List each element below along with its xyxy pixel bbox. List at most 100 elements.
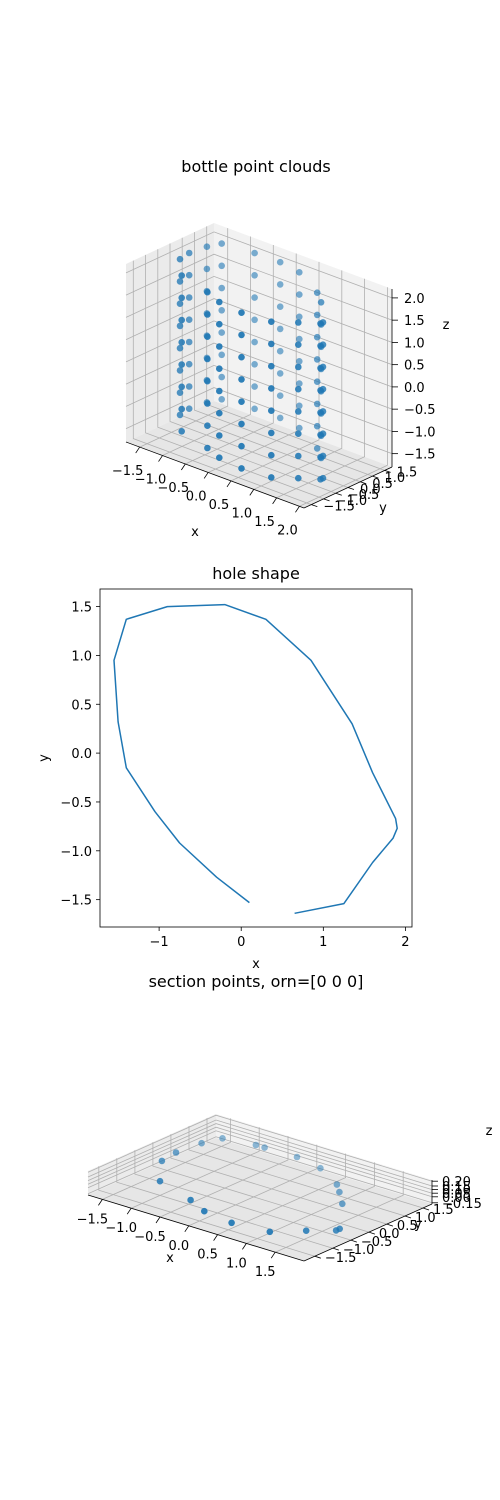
chart1-point — [317, 409, 324, 416]
chart2-x-tick-label: 1 — [319, 935, 327, 950]
chart3-zlabel: z — [486, 1124, 493, 1139]
chart2-x-tick-label: −1 — [150, 935, 169, 950]
chart1-point — [313, 378, 321, 386]
chart3-y-tick-label: −1.5 — [325, 1251, 357, 1266]
chart1-point — [251, 272, 258, 279]
chart1-point — [296, 380, 303, 387]
chart1-point — [178, 339, 185, 346]
chart3-z-tick-label: 0.00 — [442, 1191, 471, 1206]
chart1-point — [218, 396, 225, 403]
chart1-ylabel: y — [379, 501, 387, 516]
chart1-x-tick-label: 1.5 — [254, 515, 275, 530]
chart3-y-tick — [350, 1239, 357, 1243]
chart1-point — [251, 338, 258, 346]
chart3-x-tick-label: 1.0 — [226, 1256, 247, 1271]
chart1-point — [317, 299, 325, 306]
chart1-point — [178, 361, 185, 368]
chart3-point — [228, 1219, 235, 1227]
chart2-title: hole shape — [212, 564, 300, 583]
chart1-point — [317, 387, 324, 394]
chart3-y-gridline — [188, 1126, 406, 1217]
chart1-point — [251, 383, 258, 390]
chart1-point — [317, 320, 324, 327]
chart1-point — [204, 333, 211, 341]
chart1-point — [268, 340, 275, 348]
chart1-x-tick — [295, 506, 300, 513]
chart1-point — [268, 407, 275, 415]
chart3-x-gridline — [188, 1144, 318, 1227]
chart3-x-gridline — [246, 1162, 375, 1244]
chart1-y-tick — [311, 504, 318, 507]
chart3-z-tick-label: 0.20 — [442, 1175, 471, 1190]
chart1-point — [296, 402, 303, 410]
chart1-point — [216, 409, 223, 417]
chart1-point — [313, 445, 321, 452]
chart3-x-tick-label: −0.5 — [134, 1230, 166, 1245]
chart1-point — [216, 320, 223, 328]
chart3-x-tick-label: 1.5 — [255, 1265, 276, 1280]
chart1-x-tick-label: −1.5 — [112, 464, 144, 479]
chart-section-points: section points, orn=[0 0 0] −1.5−1.0−0.5… — [77, 972, 493, 1280]
chart1-point — [203, 265, 211, 273]
chart1-point — [295, 319, 302, 326]
chart3-point — [302, 1227, 310, 1234]
chart3-point — [187, 1196, 194, 1204]
chart1-z-tick-label: 2.0 — [404, 292, 425, 307]
chart3-x-gridline — [102, 1118, 231, 1200]
chart1-z-tick-label: 1.5 — [404, 314, 425, 329]
chart3-y-tick-label: 1.0 — [415, 1211, 436, 1226]
chart1-y-tick — [335, 492, 342, 496]
chart1-point — [238, 442, 245, 450]
chart1-point — [178, 405, 185, 413]
chart3-z-gridline — [87, 1123, 433, 1190]
chart3-z-tick-label: −0.15 — [442, 1197, 482, 1212]
chart3-z-gridline — [87, 1130, 433, 1198]
chart3-y-axis-line — [303, 1203, 433, 1262]
chart1-y-tick — [360, 481, 367, 485]
chart1-point — [176, 367, 184, 374]
chart1-x-tick — [181, 463, 186, 471]
chart1-point — [185, 383, 193, 390]
chart1-z-tick-label: 1.0 — [404, 336, 425, 351]
chart-bottle-point-clouds: bottle point clouds −1.5−1.0−0.50.00.51.… — [112, 157, 450, 540]
chart1-point — [178, 294, 185, 302]
chart1-z-gridline — [125, 231, 393, 299]
chart1-xlabel: x — [191, 525, 199, 540]
chart3-z-gridline — [87, 1119, 433, 1187]
chart1-point — [276, 392, 284, 400]
chart3-y-gridline — [206, 1118, 424, 1209]
chart3-x-gridline — [131, 1127, 260, 1209]
chart1-point — [276, 258, 284, 266]
chart3-z-gridline — [87, 1126, 433, 1194]
chart2-y-tick-label: 0.5 — [71, 698, 92, 713]
chart3-x-gridline — [159, 1136, 289, 1218]
chart1-point — [268, 385, 275, 392]
chart1-x-tick-label: −1.0 — [135, 473, 167, 488]
chart1-x-tick — [158, 455, 163, 462]
chart1-point — [317, 453, 324, 461]
chart1-point — [216, 343, 223, 350]
chart3-z-gridline — [87, 1136, 433, 1204]
chart1-point — [216, 454, 223, 462]
chart1-point — [218, 240, 225, 247]
chart3-point — [172, 1149, 180, 1156]
chart3-y-gridline — [152, 1142, 370, 1233]
chart1-point — [317, 342, 324, 350]
chart1-point — [185, 405, 193, 413]
chart1-point — [176, 344, 184, 352]
chart1-point — [185, 249, 193, 257]
chart3-point — [293, 1153, 301, 1161]
chart1-point — [251, 316, 258, 324]
chart3-z-gridline — [87, 1114, 433, 1182]
chart3-point — [336, 1188, 343, 1196]
chart1-point — [276, 414, 284, 422]
chart3-title: section points, orn=[0 0 0] — [149, 972, 364, 991]
chart2-series-line — [113, 603, 398, 915]
chart1-point — [204, 422, 211, 430]
chart1-point — [276, 325, 284, 333]
chart1-point — [238, 353, 245, 361]
chart1-point — [185, 271, 193, 279]
chart1-point — [185, 294, 193, 301]
chart3-y-gridline — [98, 1166, 315, 1257]
